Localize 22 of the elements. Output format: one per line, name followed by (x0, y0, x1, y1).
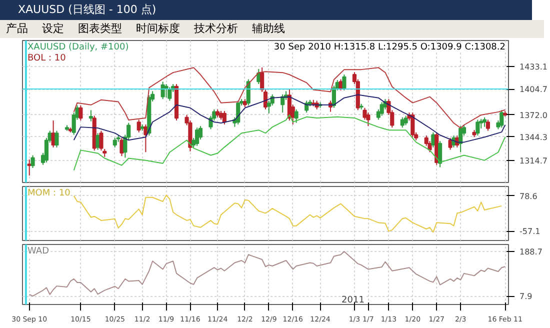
y-tick-label: 1404.7 (520, 85, 548, 94)
text: 产品 (6, 22, 28, 35)
y-tick-label: 78.6 (520, 192, 538, 201)
y-tick-label: 188.7 (520, 247, 542, 256)
text: 图表类型 (78, 22, 122, 35)
text: XAUUSD (日线图 - 100 点) (0, 0, 532, 20)
text: 时间标度 (136, 22, 180, 35)
y-tick-label: 1433.1 (520, 62, 548, 72)
text: 辅助线 (252, 22, 285, 35)
y-tick-label: 7.9 (520, 292, 532, 302)
annotation: BOL : 10 (28, 54, 66, 64)
annotation: 2011 (342, 296, 364, 306)
y-tick-label: 1344.3 (520, 132, 548, 142)
y-tick-label: 1372.0 (520, 110, 548, 120)
chart-title: WAD (28, 246, 50, 256)
annotation: 30 Sep 2010 H:1315.8 L:1295.5 O:1309.9 C:1308.2 (274, 42, 506, 52)
y-tick-label: -57.1 (520, 227, 540, 236)
text: 设定 (42, 22, 64, 35)
text: 技术分析 (194, 22, 238, 35)
chart-title: XAUUSD (Daily, #100) (28, 42, 129, 52)
chart-title: MOM : 10 (28, 188, 71, 198)
y-tick-label: 1314.7 (520, 156, 548, 166)
